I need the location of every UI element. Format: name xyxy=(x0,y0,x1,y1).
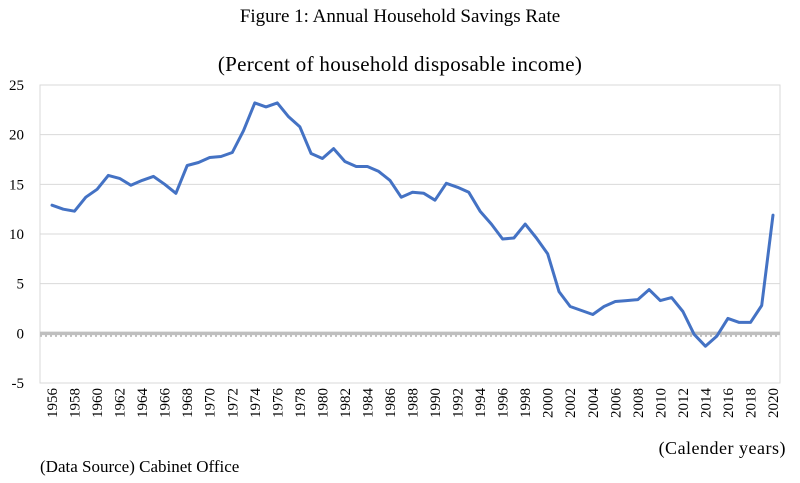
x-tick-label: 1974 xyxy=(248,388,264,419)
y-tick-label: 5 xyxy=(17,277,25,293)
x-tick-label: 2006 xyxy=(608,388,624,419)
x-tick-label: 1970 xyxy=(203,388,219,418)
y-tick-label: 0 xyxy=(17,326,25,342)
x-tick-label: 1980 xyxy=(315,388,331,418)
x-tick-label: 2010 xyxy=(653,388,669,418)
x-tick-label: 2002 xyxy=(563,388,579,418)
x-tick-label: 1988 xyxy=(406,388,422,418)
y-tick-label: 25 xyxy=(9,78,24,94)
y-tick-label: -5 xyxy=(12,376,25,392)
x-axis-label: (Calender years) xyxy=(658,438,786,458)
x-tick-label: 2018 xyxy=(743,388,759,418)
gridlines xyxy=(40,134,780,337)
x-tick-label: 1990 xyxy=(428,388,444,418)
x-tick-label: 1978 xyxy=(293,388,309,418)
x-tick-label: 1972 xyxy=(225,388,241,418)
x-tick-label: 2004 xyxy=(586,388,602,419)
x-tick-label: 1968 xyxy=(180,388,196,418)
x-tick-label: 1962 xyxy=(113,388,129,418)
y-axis-ticks: -5 0 5 10 15 20 25 xyxy=(9,78,24,392)
x-tick-label: 1982 xyxy=(338,388,354,418)
x-tick-label: 2020 xyxy=(766,388,782,418)
y-tick-label: 15 xyxy=(9,177,24,193)
x-axis-ticks: 1956 1958 1960 1962 1964 1966 1968 1970 1972 1974… xyxy=(45,388,782,419)
x-tick-label: 2016 xyxy=(721,388,737,419)
data-source-note: (Data Source) Cabinet Office xyxy=(40,457,240,476)
x-tick-label: 2008 xyxy=(631,388,647,418)
x-tick-label: 1996 xyxy=(496,388,512,419)
x-tick-label: 1966 xyxy=(158,388,174,419)
x-tick-label: 1960 xyxy=(90,388,106,418)
y-tick-label: 20 xyxy=(9,128,24,144)
x-tick-label: 1998 xyxy=(518,388,534,418)
chart-title: Figure 1: Annual Household Savings Rate xyxy=(239,6,561,27)
x-tick-label: 1986 xyxy=(383,388,399,419)
x-tick-label: 1984 xyxy=(360,388,376,419)
y-tick-label: 10 xyxy=(9,227,24,243)
x-tick-label: 2012 xyxy=(676,388,692,418)
x-tick-label: 1964 xyxy=(135,388,151,419)
savings-rate-line xyxy=(50,101,775,348)
series-lines xyxy=(50,101,775,348)
x-tick-label: 1976 xyxy=(270,388,286,419)
x-tick-label: 1958 xyxy=(68,388,84,418)
chart-subtitle: (Percent of household disposable income) xyxy=(217,52,583,76)
x-tick-label: 2000 xyxy=(541,388,557,418)
x-tick-label: 1956 xyxy=(45,388,61,419)
x-tick-label: 2014 xyxy=(698,388,714,419)
x-tick-label: 1994 xyxy=(473,388,489,419)
x-tick-label: 1992 xyxy=(451,388,467,418)
